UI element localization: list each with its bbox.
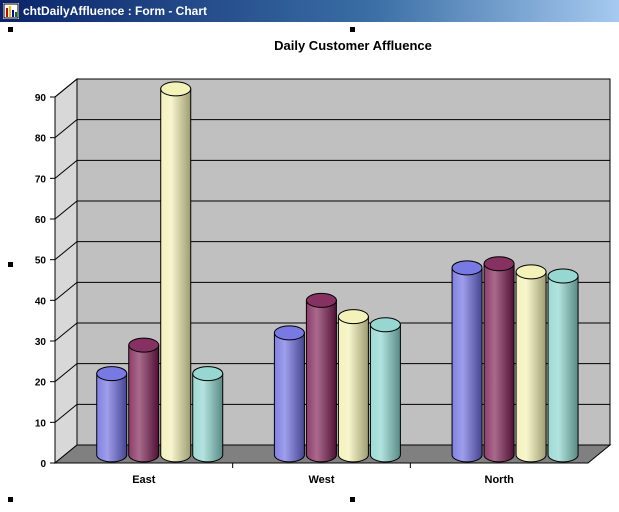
bar-east-series-1[interactable] <box>96 366 128 463</box>
bar-top <box>337 309 369 325</box>
x-tick-label-east: East <box>132 474 156 486</box>
bar-body <box>192 373 224 463</box>
y-tick-label: 40 <box>35 296 47 307</box>
bar-top <box>451 260 483 276</box>
y-tick-label: 60 <box>35 215 47 226</box>
resize-handle-middle-left[interactable] <box>8 262 13 267</box>
gridline <box>54 200 610 220</box>
bar-body <box>273 332 305 463</box>
bar-top <box>369 317 401 333</box>
bar-top <box>305 292 337 308</box>
title-bar[interactable]: chtDailyAffluence : Form - Chart <box>0 0 619 22</box>
x-tick-label-north: North <box>485 474 515 486</box>
chart-side-wall <box>54 77 78 465</box>
resize-handle-bottom-left[interactable] <box>8 497 13 502</box>
plot-area: 0 10 20 30 40 50 60 70 80 90 East West North <box>35 77 612 486</box>
gridline <box>54 119 610 139</box>
resize-handle-bottom-middle[interactable] <box>350 497 355 502</box>
gridline <box>54 78 610 98</box>
bar-top <box>192 366 224 382</box>
bar-north-series-2[interactable] <box>483 256 515 463</box>
bar-west-series-3[interactable] <box>337 309 369 463</box>
resize-handle-top-left[interactable] <box>8 27 13 32</box>
y-tick-label: 10 <box>35 418 47 429</box>
bar-top <box>273 325 305 341</box>
y-tick-label: 30 <box>35 337 47 348</box>
y-tick-label: 50 <box>35 256 47 267</box>
bar-body <box>547 275 579 463</box>
form-design-area: Daily Customer Affluence 0 10 20 30 40 50 60 70… <box>0 22 619 512</box>
bar-body <box>305 299 337 463</box>
bar-body <box>160 88 192 463</box>
bar-top <box>128 337 160 353</box>
y-tick-label: 90 <box>35 93 47 104</box>
y-tick-label: 80 <box>35 134 47 145</box>
y-tick-label: 20 <box>35 378 47 389</box>
bar-body <box>128 344 160 463</box>
bar-body <box>337 316 369 463</box>
bar-east-series-4[interactable] <box>192 366 224 463</box>
bar-top <box>547 268 579 284</box>
chart-form-icon[interactable] <box>3 3 19 19</box>
window-title: chtDailyAffluence : Form - Chart <box>23 4 208 18</box>
gridline <box>54 281 610 301</box>
bar-north-series-1[interactable] <box>451 260 483 463</box>
bar-top <box>96 366 128 382</box>
bar-west-series-4[interactable] <box>369 317 401 463</box>
bar-east-series-3[interactable] <box>160 81 192 463</box>
x-tick-label-west: West <box>308 474 334 486</box>
bar-top <box>160 81 192 97</box>
chart-object[interactable]: Daily Customer Affluence 0 10 20 30 40 50 60 70… <box>0 22 619 512</box>
bar-west-series-2[interactable] <box>305 292 337 463</box>
y-tick-label: 0 <box>40 459 46 470</box>
gridline <box>54 322 610 342</box>
gridline <box>54 159 610 179</box>
bar-top <box>515 264 547 280</box>
bar-north-series-3[interactable] <box>515 264 547 463</box>
bar-west-series-1[interactable] <box>273 325 305 463</box>
gridline <box>54 403 610 423</box>
bar-north-series-4[interactable] <box>547 268 579 463</box>
bar-body <box>483 263 515 463</box>
bar-body <box>96 373 128 463</box>
bar-body <box>451 267 483 463</box>
bar-body <box>515 271 547 463</box>
bar-top <box>483 256 515 272</box>
chart-title: Daily Customer Affluence <box>274 38 432 53</box>
gridline <box>54 363 610 383</box>
y-tick-label: 70 <box>35 174 47 185</box>
gridline <box>54 241 610 261</box>
bar-east-series-2[interactable] <box>128 337 160 463</box>
resize-handle-top-middle[interactable] <box>350 27 355 32</box>
bar-body <box>369 324 401 463</box>
